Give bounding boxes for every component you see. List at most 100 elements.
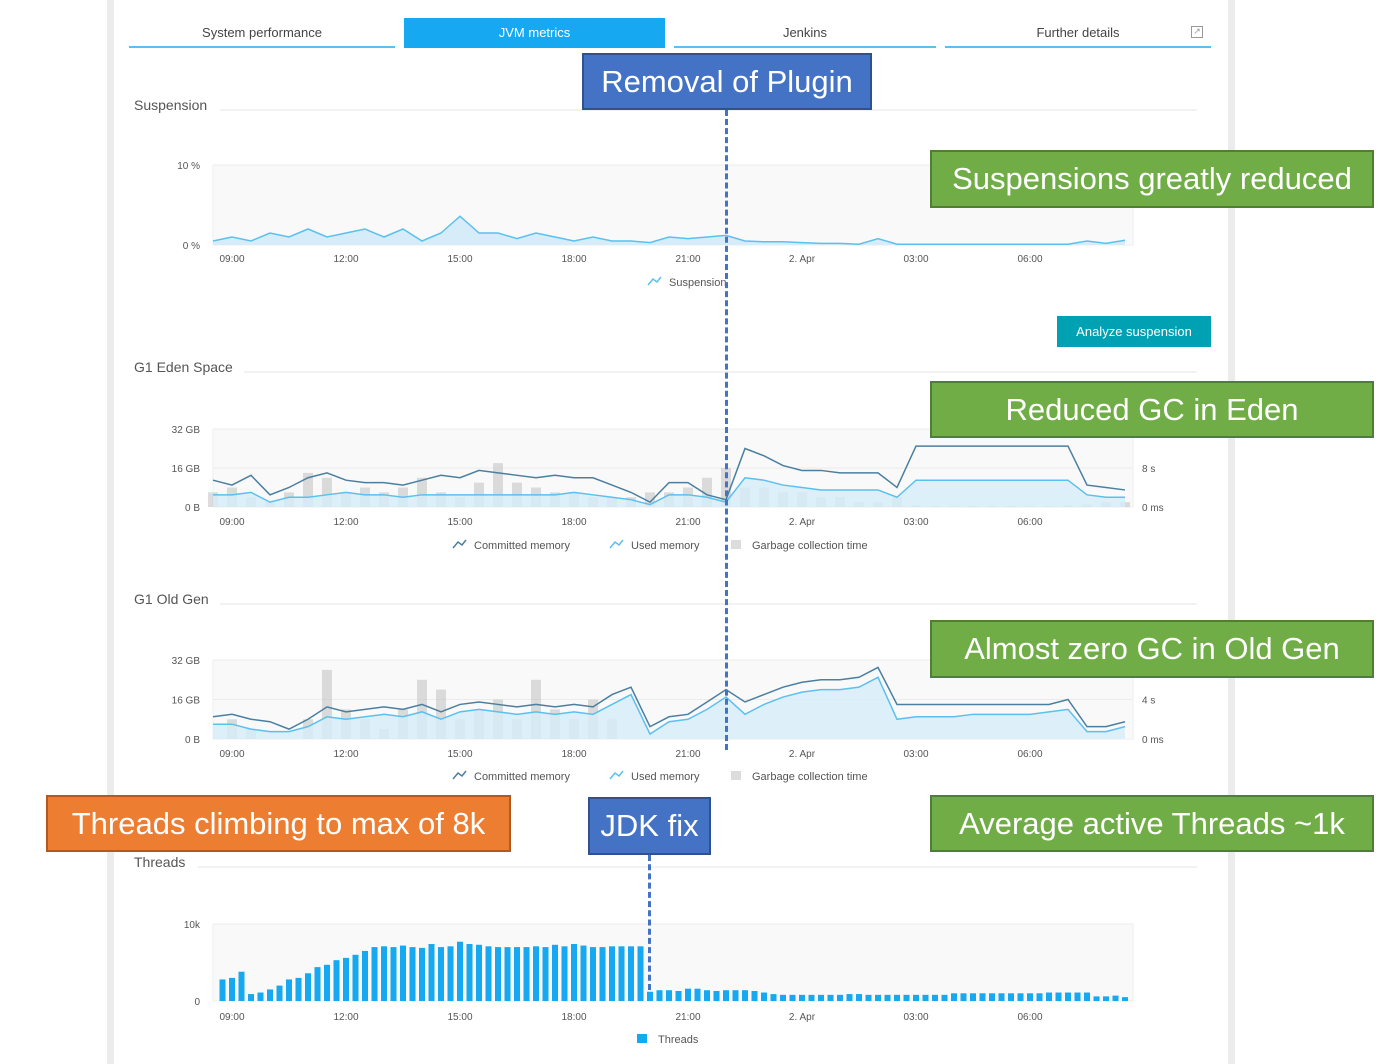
threads-bar bbox=[599, 947, 606, 1001]
x-tick-label: 09:00 bbox=[219, 517, 244, 528]
threads-bar bbox=[1036, 993, 1043, 1001]
threads-bar bbox=[276, 985, 283, 1001]
used-memory-line bbox=[213, 676, 1126, 736]
x-tick-label: 09:00 bbox=[219, 1012, 244, 1023]
threads-bar bbox=[1074, 992, 1081, 1001]
annotation-plugin-removal: Removal of Plugin bbox=[582, 53, 872, 110]
legend-label: Garbage collection time bbox=[752, 540, 868, 552]
threads-bar bbox=[504, 947, 511, 1001]
threads-bar bbox=[865, 994, 872, 1001]
threads-bar bbox=[419, 947, 425, 1001]
annotation-suspensions-reduced: Suspensions greatly reduced bbox=[930, 150, 1374, 208]
threads-bar bbox=[438, 947, 444, 1001]
gc-time-bar bbox=[436, 689, 446, 739]
threads-bar bbox=[400, 945, 406, 1001]
annotation-jdk-fix: JDK fix bbox=[588, 797, 711, 855]
annotation-text: Average active Threads ~1k bbox=[959, 805, 1345, 841]
tab-label: JVM metrics bbox=[498, 24, 571, 40]
x-tick-label: 06:00 bbox=[1017, 1012, 1042, 1023]
legend-bar-icon bbox=[731, 540, 741, 549]
threads-bar bbox=[751, 990, 758, 1001]
threads-bar bbox=[685, 988, 691, 1001]
legend-label: Threads bbox=[658, 1034, 699, 1046]
section-title-threads: Threads bbox=[134, 854, 185, 870]
tab-system-performance[interactable]: System performance bbox=[129, 18, 395, 48]
gc-time-bar bbox=[531, 679, 541, 739]
x-tick-label: 21:00 bbox=[675, 254, 700, 265]
annotation-text: Almost zero GC in Old Gen bbox=[964, 631, 1340, 666]
legend-label: Garbage collection time bbox=[752, 771, 868, 783]
threads-bar bbox=[333, 960, 340, 1001]
threads-bar bbox=[267, 989, 273, 1001]
threads-bar bbox=[637, 946, 644, 1001]
threads-bar bbox=[390, 947, 397, 1001]
analyze-suspension-button[interactable]: Analyze suspension bbox=[1057, 316, 1211, 347]
annotation-text: JDK fix bbox=[600, 808, 699, 843]
external-link-icon[interactable]: ↗ bbox=[1191, 26, 1203, 38]
threads-bar bbox=[818, 994, 824, 1001]
x-tick-label: 03:00 bbox=[903, 254, 928, 265]
annotation-text: Reduced GC in Eden bbox=[1005, 391, 1299, 427]
threads-bar bbox=[447, 946, 454, 1001]
x-tick-label: 12:00 bbox=[333, 254, 358, 265]
threads-bar bbox=[808, 994, 815, 1001]
annotation-oldgen-gc: Almost zero GC in Old Gen bbox=[930, 620, 1374, 678]
threads-bar bbox=[675, 990, 682, 1001]
threads-bar bbox=[1093, 996, 1100, 1001]
legend-label: Used memory bbox=[631, 540, 700, 552]
threads-bar bbox=[723, 990, 729, 1001]
x-tick-label: 2. Apr bbox=[789, 254, 816, 265]
tab-further-details[interactable]: Further details ↗ bbox=[945, 18, 1211, 48]
threads-bar bbox=[913, 994, 919, 1001]
threads-bar bbox=[1055, 992, 1062, 1001]
plugin-removal-marker-line bbox=[725, 110, 728, 750]
y-tick-label: 16 GB bbox=[172, 696, 201, 707]
threads-bar bbox=[1008, 993, 1014, 1001]
threads-bar bbox=[694, 988, 701, 1001]
x-tick-label: 18:00 bbox=[561, 1012, 586, 1023]
tab-jvm-metrics[interactable]: JVM metrics bbox=[404, 18, 665, 48]
left-page-edge bbox=[107, 0, 114, 1064]
y2-tick-label: 8 s bbox=[1142, 464, 1155, 475]
legend-line-icon bbox=[647, 276, 662, 286]
legend-line-icon bbox=[452, 770, 467, 780]
committed-memory-line bbox=[212, 666, 1126, 730]
threads-bar bbox=[533, 946, 539, 1001]
threads-bar bbox=[561, 946, 568, 1001]
threads-bar bbox=[827, 994, 834, 1001]
threads-bar bbox=[894, 994, 900, 1001]
x-tick-label: 18:00 bbox=[561, 749, 586, 760]
threads-bar bbox=[903, 994, 910, 1001]
x-tick-label: 2. Apr bbox=[789, 1012, 816, 1023]
threads-bar bbox=[542, 947, 549, 1001]
annotation-eden-gc: Reduced GC in Eden bbox=[930, 381, 1374, 438]
threads-bar bbox=[409, 947, 416, 1001]
threads-bar bbox=[922, 994, 929, 1001]
gc-time-bar bbox=[645, 492, 655, 507]
x-tick-label: 2. Apr bbox=[789, 749, 816, 760]
y2-tick-label: 0 ms bbox=[1142, 503, 1164, 514]
y-tick-label: 32 GB bbox=[172, 425, 201, 436]
tab-label: System performance bbox=[202, 24, 322, 40]
oldgen-chart: 0 B 16 GB 32 GB 0 ms 4 s 09:00 12:00 15:00 18:00… bbox=[172, 656, 1164, 783]
threads-chart: 0 10k 09:00 12:00 15:00 18:00 21:00 2. Apr 03:00… bbox=[184, 920, 1134, 1046]
tab-jenkins[interactable]: Jenkins bbox=[674, 18, 936, 48]
gc-time-bar bbox=[493, 463, 503, 507]
threads-bar bbox=[837, 994, 843, 1001]
threads-bar bbox=[476, 944, 482, 1001]
threads-bar bbox=[1122, 997, 1128, 1001]
x-tick-label: 03:00 bbox=[903, 517, 928, 528]
gc-time-bar bbox=[702, 477, 712, 507]
x-tick-label: 09:00 bbox=[219, 749, 244, 760]
threads-bar bbox=[1103, 996, 1109, 1001]
threads-bar bbox=[770, 994, 777, 1001]
threads-bar bbox=[799, 994, 805, 1001]
threads-bar bbox=[1112, 995, 1119, 1001]
annotation-threads-climbing: Threads climbing to max of 8k bbox=[46, 795, 511, 852]
threads-bar bbox=[609, 946, 615, 1001]
threads-bar bbox=[666, 990, 672, 1001]
threads-bar bbox=[951, 993, 957, 1001]
x-tick-label: 15:00 bbox=[447, 1012, 472, 1023]
gc-time-bar bbox=[417, 679, 427, 739]
used-memory-area bbox=[213, 477, 1125, 507]
